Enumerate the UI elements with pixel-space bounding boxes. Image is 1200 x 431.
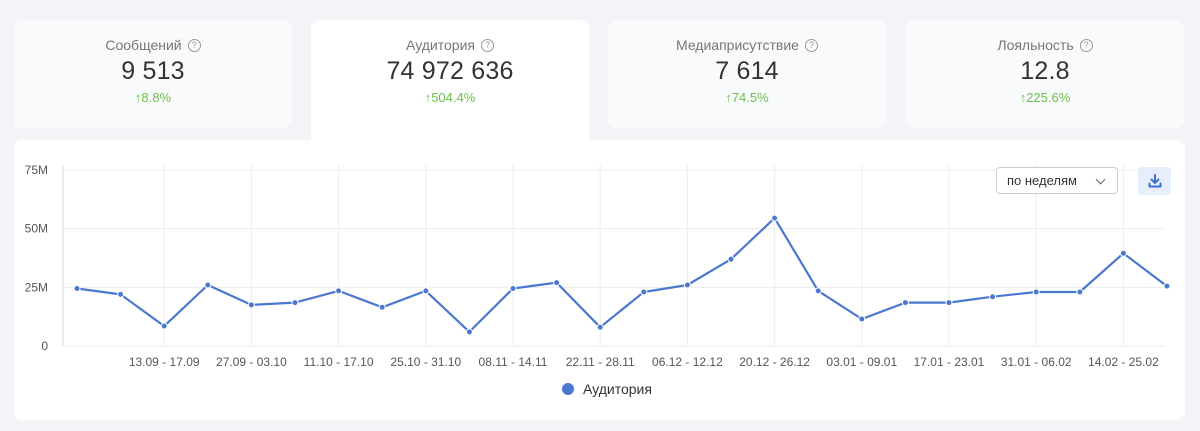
data-point [727, 255, 735, 263]
download-button[interactable] [1138, 167, 1171, 195]
data-point [378, 303, 386, 311]
x-tick-label: 13.09 - 17.09 [129, 355, 200, 369]
data-point [204, 281, 212, 289]
period-select-value: по неделям [1007, 173, 1077, 188]
period-select[interactable]: по неделям [996, 167, 1118, 194]
chart-axes: 0 25M 50M 75M 13.09 - 17.09 27.09 - 03.10 11.1… [25, 163, 1159, 369]
data-point [1163, 282, 1171, 290]
kpi-value: 7 614 [715, 57, 779, 85]
chart-grid [63, 165, 1165, 347]
data-point [858, 315, 866, 323]
kpi-label-row: Аудитория ? [311, 37, 589, 53]
y-tick-label: 25M [25, 280, 48, 294]
series-line-audience [76, 217, 1168, 333]
data-point [247, 301, 255, 309]
kpi-change: ↑74.5% [725, 90, 769, 105]
data-point [509, 285, 517, 293]
chart-series [73, 214, 1171, 336]
kpi-label-row: Сообщений ? [14, 37, 292, 53]
help-circle-icon[interactable]: ? [187, 38, 201, 52]
x-tick-label: 08.11 - 14.11 [479, 355, 548, 369]
y-tick-label: 0 [41, 339, 48, 353]
legend-marker [562, 383, 574, 395]
kpi-value: 74 972 636 [386, 57, 514, 85]
data-point [422, 287, 430, 295]
kpi-label: Сообщений [105, 37, 182, 53]
data-point [683, 281, 691, 289]
x-tick-label: 14.02 - 25.02 [1088, 355, 1159, 369]
download-icon [1148, 174, 1161, 188]
kpi-change: ↑8.8% [134, 90, 172, 105]
x-tick-label: 25.10 - 31.10 [390, 355, 461, 369]
data-point [596, 323, 604, 331]
kpi-card-messages[interactable]: Сообщений ? 9 513 ↑8.8% [14, 20, 292, 128]
x-tick-label: 31.01 - 06.02 [1001, 355, 1072, 369]
x-tick-label: 27.09 - 03.10 [216, 355, 287, 369]
data-point [1032, 288, 1040, 296]
data-point [553, 279, 561, 287]
help-circle-icon[interactable]: ? [480, 38, 494, 52]
x-tick-label: 03.01 - 09.01 [826, 355, 897, 369]
data-point [1076, 288, 1084, 296]
data-point [73, 285, 81, 293]
kpi-label: Аудитория [406, 37, 475, 53]
data-point [989, 293, 997, 301]
data-point [771, 214, 779, 222]
kpi-label: Медиаприсутствие [676, 37, 799, 53]
x-tick-label: 11.10 - 17.10 [304, 355, 374, 369]
kpi-card-audience[interactable]: Аудитория ? 74 972 636 ↑504.4% [311, 20, 589, 140]
kpi-label-row: Лояльность ? [906, 37, 1184, 53]
kpi-change: ↑504.4% [424, 90, 476, 105]
data-point [945, 299, 953, 307]
x-tick-label: 20.12 - 26.12 [739, 355, 810, 369]
x-tick-label: 22.11 - 28.11 [566, 355, 635, 369]
data-point [160, 322, 168, 330]
chart-legend: Аудитория [562, 381, 652, 397]
kpi-label: Лояльность [997, 37, 1074, 53]
x-tick-label: 17.01 - 23.01 [914, 355, 985, 369]
kpi-card-loyalty[interactable]: Лояльность ? 12.8 ↑225.6% [906, 20, 1184, 128]
data-point [1119, 249, 1127, 257]
kpi-value: 9 513 [121, 57, 185, 85]
kpi-label-row: Медиаприсутствие ? [608, 37, 886, 53]
data-point [335, 287, 343, 295]
chevron-down-icon [1095, 174, 1106, 185]
legend-label: Аудитория [583, 381, 652, 397]
kpi-change: ↑225.6% [1019, 90, 1071, 105]
data-point [291, 299, 299, 307]
data-point [814, 287, 822, 295]
help-circle-icon[interactable]: ? [804, 38, 818, 52]
y-tick-label: 75M [25, 163, 48, 177]
x-tick-label: 06.12 - 12.12 [652, 355, 723, 369]
y-tick-label: 50M [25, 222, 48, 236]
help-circle-icon[interactable]: ? [1079, 38, 1093, 52]
kpi-value: 12.8 [1020, 57, 1070, 85]
data-point [901, 299, 909, 307]
kpi-card-media-presence[interactable]: Медиаприсутствие ? 7 614 ↑74.5% [608, 20, 886, 128]
data-point [640, 288, 648, 296]
data-point [117, 290, 125, 298]
data-point [465, 328, 473, 336]
chart-panel [14, 140, 1185, 420]
